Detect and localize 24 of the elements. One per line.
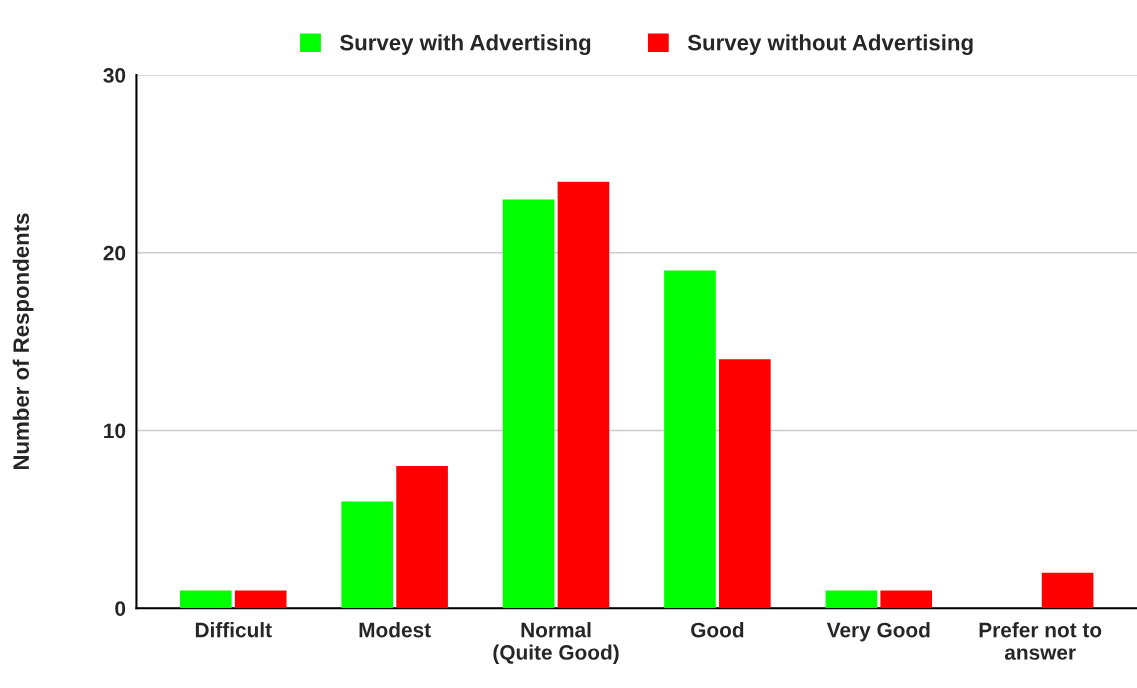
x-tick-label: Good (691, 622, 744, 638)
x-tick-label: Modest (359, 622, 431, 638)
bar (557, 181, 610, 609)
bar (664, 270, 716, 609)
bar (180, 590, 232, 609)
legend-label: Survey with Advertising (340, 34, 591, 55)
bar (502, 199, 555, 609)
bar (880, 590, 933, 609)
y-axis-title: Number of Respondents (12, 213, 34, 470)
bar (1041, 572, 1094, 609)
y-tick-label: 10 (104, 423, 126, 439)
y-tick-label: 0 (115, 601, 126, 616)
bar (396, 466, 448, 609)
x-tick-label: Prefer not to answer (979, 622, 1102, 660)
x-tick-label: Very Good (826, 622, 930, 642)
x-tick-label: Difficult (195, 622, 272, 638)
y-tick-label: 30 (103, 67, 126, 83)
y-tick-label: 20 (103, 245, 126, 261)
legend-label: Survey without Advertising (687, 34, 973, 55)
bar (234, 590, 287, 609)
x-tick-label: Normal (Quite Good) (493, 622, 619, 664)
bar (341, 501, 394, 609)
bar (719, 359, 771, 609)
bar (825, 590, 878, 609)
